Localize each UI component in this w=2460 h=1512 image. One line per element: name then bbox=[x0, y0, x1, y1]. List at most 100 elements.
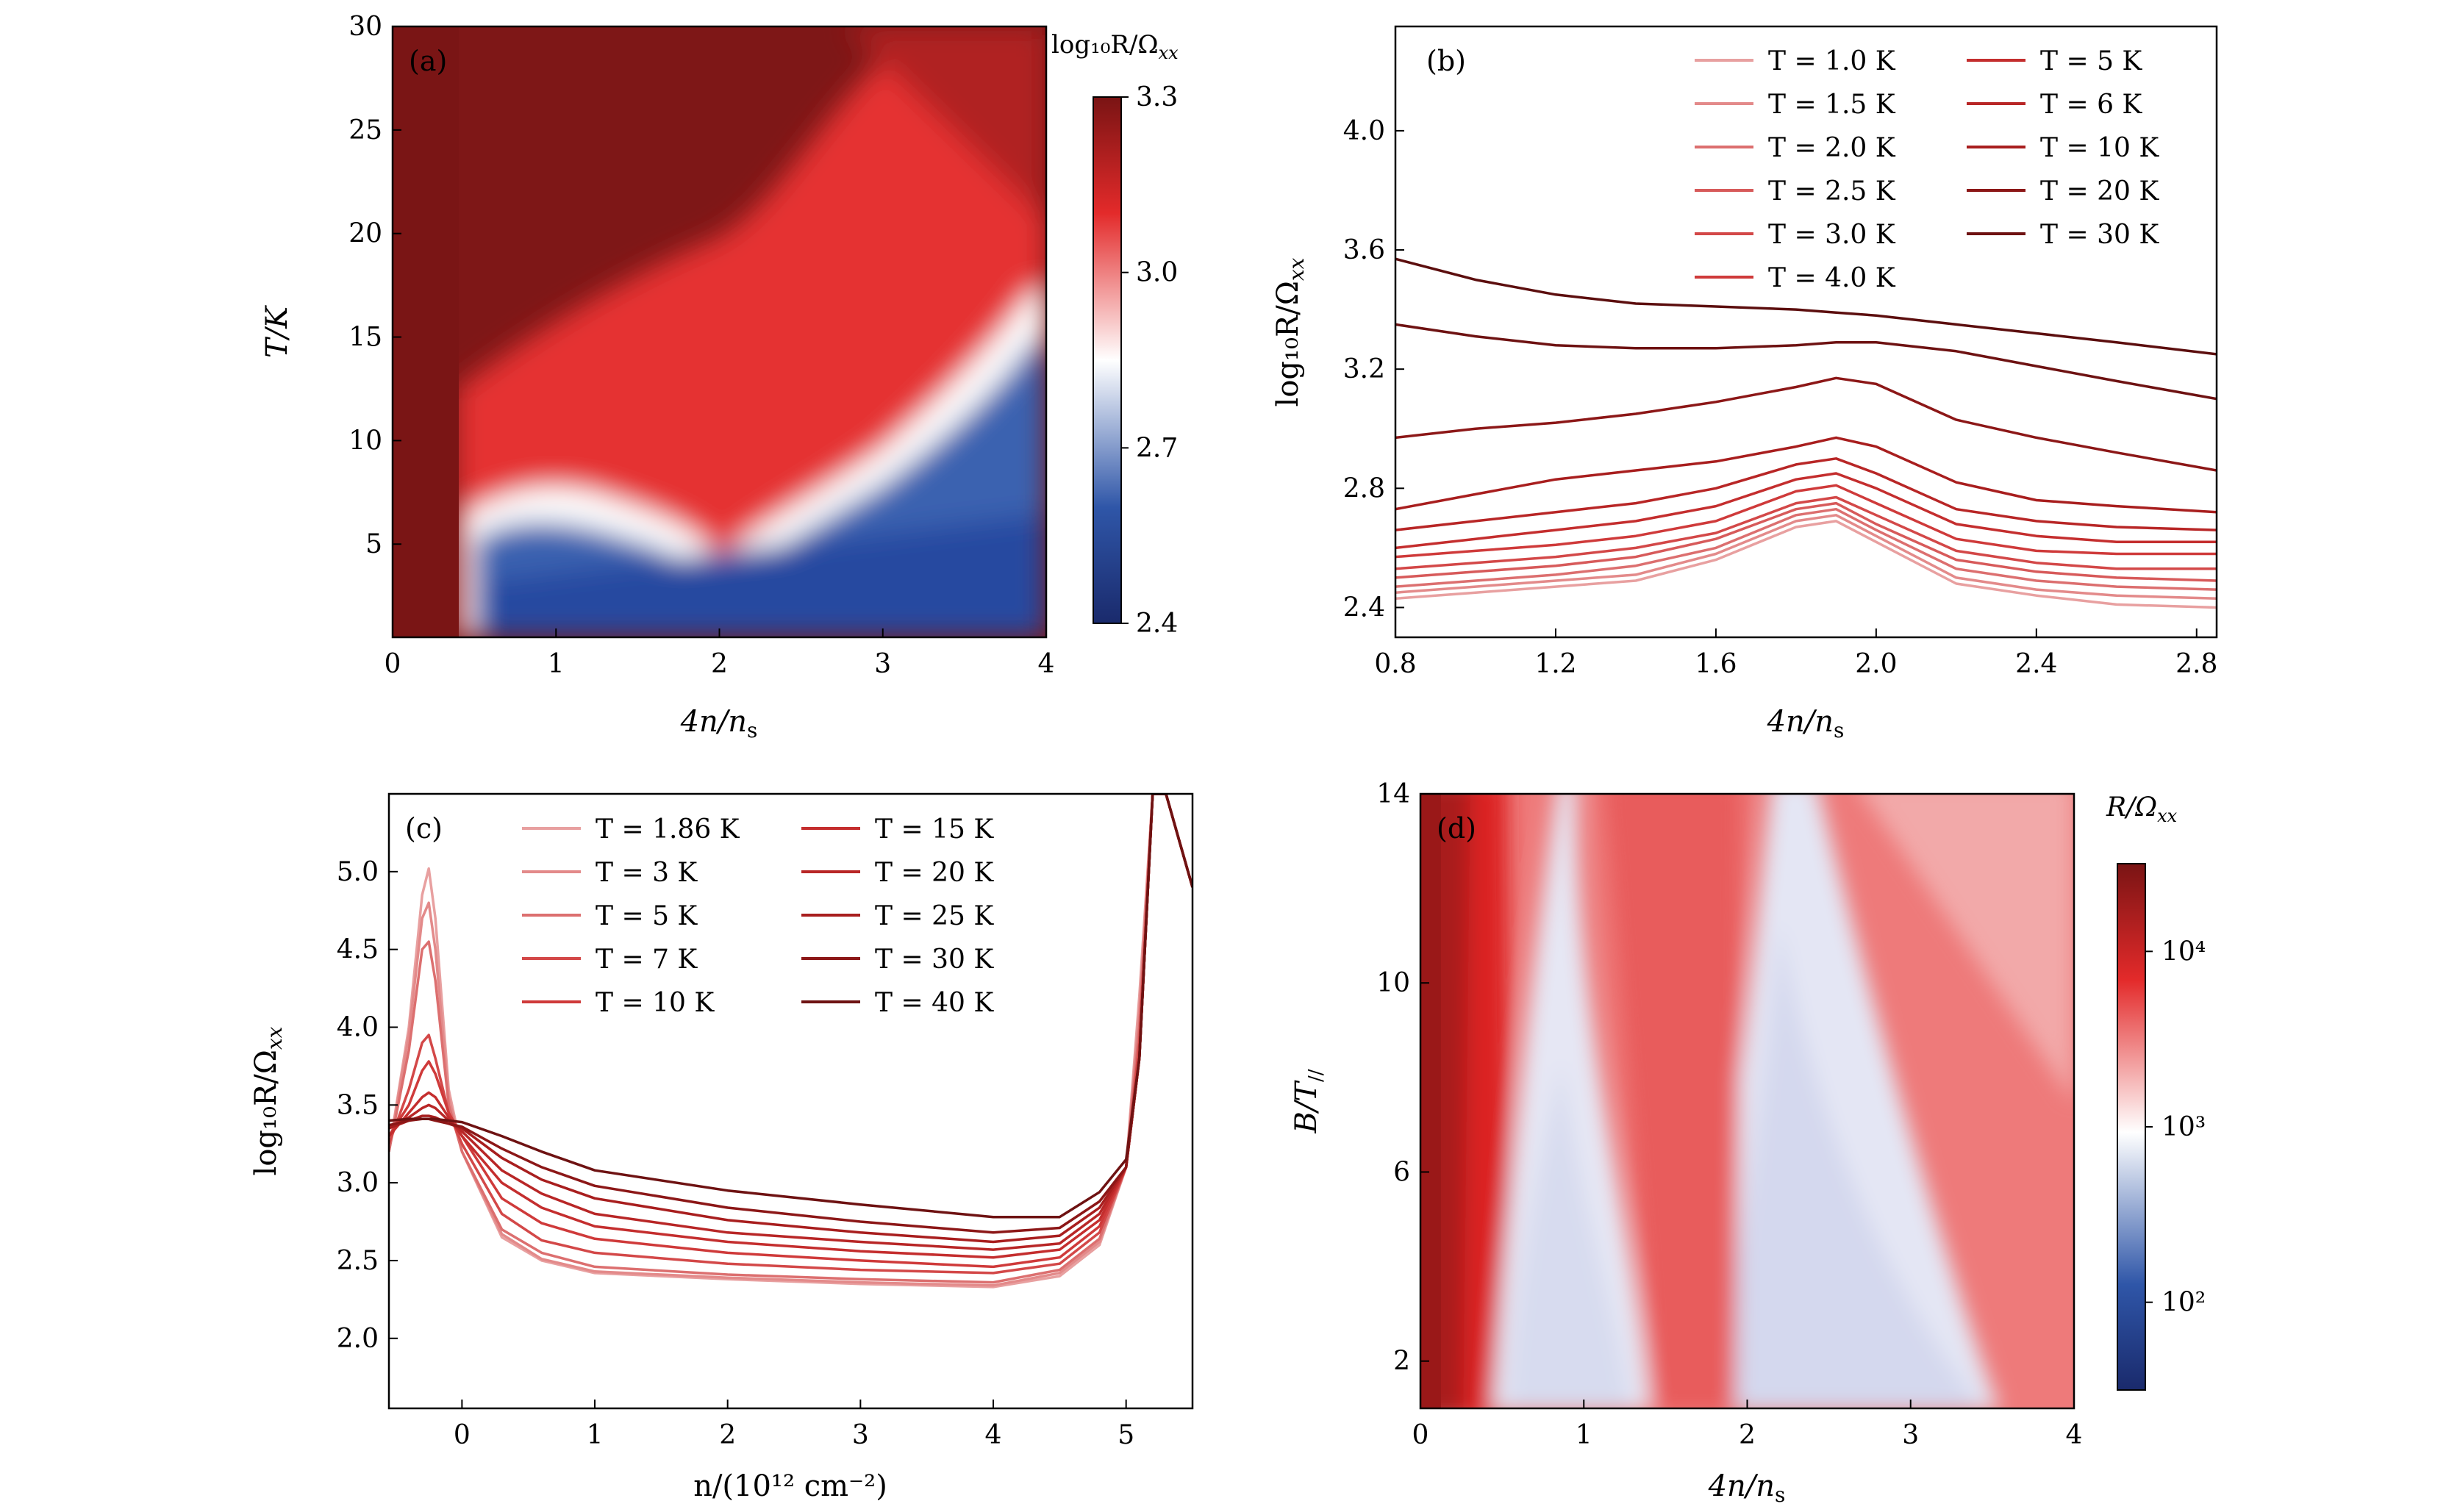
series-line bbox=[1395, 501, 2217, 582]
colorbar-ticks-d: 10² 10³ 10⁴ bbox=[2145, 936, 2206, 1318]
series-line bbox=[1395, 436, 2217, 514]
series-line bbox=[1395, 514, 2217, 601]
legend-label: T = 30 K bbox=[875, 945, 994, 975]
y-tick-label: 5.0 bbox=[337, 857, 379, 887]
x-ticks-a: 0 1 2 3 4 bbox=[385, 628, 1054, 679]
y-tick-label: 5 bbox=[365, 529, 382, 559]
y-tick-label: 2.8 bbox=[1343, 473, 1385, 504]
series-line bbox=[1395, 472, 2217, 550]
y-ticks-c: 2.0 2.5 3.0 3.5 4.0 4.5 5.0 bbox=[337, 857, 398, 1354]
x-tick-label: 2.0 bbox=[1855, 649, 1897, 679]
colorbar-ticks-a: 2.4 2.7 3.0 3.3 bbox=[1121, 82, 1178, 639]
legend-label: T = 40 K bbox=[875, 988, 994, 1018]
x-ticks-b: 0.8 1.2 1.6 2.0 2.4 2.8 bbox=[1374, 628, 2217, 679]
series-line bbox=[1395, 457, 2217, 531]
y-tick-label: 14 bbox=[1376, 779, 1410, 809]
y-tick-label: 20 bbox=[348, 219, 382, 249]
series-line bbox=[1395, 376, 2217, 472]
y-tick-label: 15 bbox=[348, 323, 382, 353]
x-tick-label: 1 bbox=[1576, 1420, 1592, 1450]
y-tick-label: 2 bbox=[1393, 1347, 1410, 1377]
lines-b bbox=[1395, 257, 2217, 609]
colorbar-tick-label: 3.0 bbox=[1136, 258, 1178, 288]
y-tick-label: 3.2 bbox=[1343, 354, 1385, 384]
y-tick-label: 2.5 bbox=[337, 1246, 379, 1276]
colorbar-tick-label: 2.4 bbox=[1136, 609, 1178, 639]
series-line bbox=[389, 794, 1193, 1275]
x-ticks-c: 0 1 2 3 4 5 bbox=[454, 1400, 1134, 1450]
series-line bbox=[1395, 520, 2217, 609]
legend-label: T = 3.0 K bbox=[1768, 220, 1896, 250]
y-tick-label: 2.4 bbox=[1343, 592, 1385, 623]
y-axis-label-b: log₁₀R/Ωxx bbox=[1271, 257, 1309, 406]
x-axis-label-d: 4n/ns bbox=[1708, 1469, 1786, 1507]
series-line bbox=[1395, 257, 2217, 356]
series-line bbox=[389, 794, 1193, 1269]
legend-label: T = 5 K bbox=[596, 901, 698, 931]
heatmap-d bbox=[1420, 794, 2074, 1408]
x-axis-label-c: n/(10¹² cm⁻²) bbox=[693, 1469, 887, 1503]
series-line bbox=[389, 794, 1193, 1244]
x-tick-label: 3 bbox=[852, 1420, 869, 1450]
series-line bbox=[389, 794, 1193, 1219]
colorbar-tick-label: 2.7 bbox=[1136, 433, 1178, 463]
y-tick-label: 10 bbox=[348, 426, 382, 456]
legend-label: T = 2.0 K bbox=[1768, 133, 1896, 163]
panel-b: (b) T = 1.0 K T = 1.5 K T = 2.0 K T = 2.5 K… bbox=[1271, 25, 2217, 742]
x-tick-label: 2 bbox=[719, 1420, 736, 1450]
legend-label: T = 20 K bbox=[2040, 176, 2159, 207]
legend-label: T = 10 K bbox=[596, 988, 715, 1018]
x-axis-label-b: 4n/ns bbox=[1767, 705, 1845, 742]
y-tick-label: 3.0 bbox=[337, 1168, 379, 1198]
legend-label: T = 6 K bbox=[2040, 90, 2142, 120]
x-tick-label: 3 bbox=[874, 649, 891, 679]
x-tick-label: 1 bbox=[548, 649, 565, 679]
legend-label: T = 1.5 K bbox=[1768, 90, 1896, 120]
colorbar-d: R/Ωxx 10² 10³ 10⁴ bbox=[2106, 792, 2206, 1391]
lines-c bbox=[389, 794, 1193, 1289]
legend-label: T = 1.86 K bbox=[596, 814, 740, 845]
y-ticks-b: 2.4 2.8 3.2 3.6 4.0 bbox=[1343, 116, 1404, 623]
x-tick-label: 0 bbox=[1412, 1420, 1429, 1450]
y-tick-label: 3.5 bbox=[337, 1090, 379, 1120]
y-axis-label-c: log₁₀R/Ωxx bbox=[249, 1026, 287, 1175]
series-line bbox=[389, 794, 1193, 1251]
y-tick-label: 30 bbox=[348, 12, 382, 42]
x-tick-label: 0.8 bbox=[1374, 649, 1416, 679]
x-tick-label: 2 bbox=[1739, 1420, 1756, 1450]
legend-c: T = 1.86 K T = 3 K T = 5 K T = 7 K T = 10 K T… bbox=[522, 814, 994, 1018]
y-tick-label: 3.6 bbox=[1343, 235, 1385, 265]
x-tick-label: 4 bbox=[2066, 1420, 2083, 1450]
series-line bbox=[389, 794, 1193, 1259]
panel-label-d: (d) bbox=[1437, 812, 1476, 845]
x-tick-label: 0 bbox=[385, 649, 401, 679]
panel-label-a: (a) bbox=[409, 45, 447, 77]
legend-label: T = 15 K bbox=[875, 814, 994, 845]
x-tick-label: 2 bbox=[711, 649, 728, 679]
legend-label: T = 1.0 K bbox=[1768, 46, 1896, 76]
x-tick-label: 5 bbox=[1118, 1420, 1134, 1450]
series-line bbox=[1395, 323, 2217, 401]
y-tick-label: 6 bbox=[1393, 1157, 1410, 1187]
legend-b: T = 1.0 K T = 1.5 K T = 2.0 K T = 2.5 K T = … bbox=[1695, 46, 2159, 293]
colorbar-title-d: R/Ωxx bbox=[2106, 792, 2178, 826]
x-tick-label: 2.4 bbox=[2015, 649, 2057, 679]
legend-label: T = 20 K bbox=[875, 858, 994, 888]
colorbar-a: log₁₀R/Ωxx 2.4 2.7 3.0 3.3 bbox=[1051, 30, 1179, 639]
x-tick-label: 1.2 bbox=[1534, 649, 1576, 679]
series-line bbox=[389, 794, 1193, 1234]
x-tick-label: 1.6 bbox=[1695, 649, 1737, 679]
y-tick-label: 4.0 bbox=[1343, 116, 1385, 146]
series-line bbox=[389, 794, 1193, 1289]
colorbar-tick-label: 3.3 bbox=[1136, 82, 1178, 112]
legend-label: T = 2.5 K bbox=[1768, 176, 1896, 207]
legend-label: T = 4.0 K bbox=[1768, 263, 1896, 293]
y-tick-label: 2.0 bbox=[337, 1324, 379, 1354]
series-line bbox=[1395, 484, 2217, 559]
heatmap-a bbox=[393, 26, 1046, 637]
y-axis-label-a: T/K bbox=[260, 305, 294, 358]
y-axis-label-d: B/T// bbox=[1290, 1069, 1327, 1133]
colorbar-tick-label: 10⁴ bbox=[2162, 936, 2206, 967]
